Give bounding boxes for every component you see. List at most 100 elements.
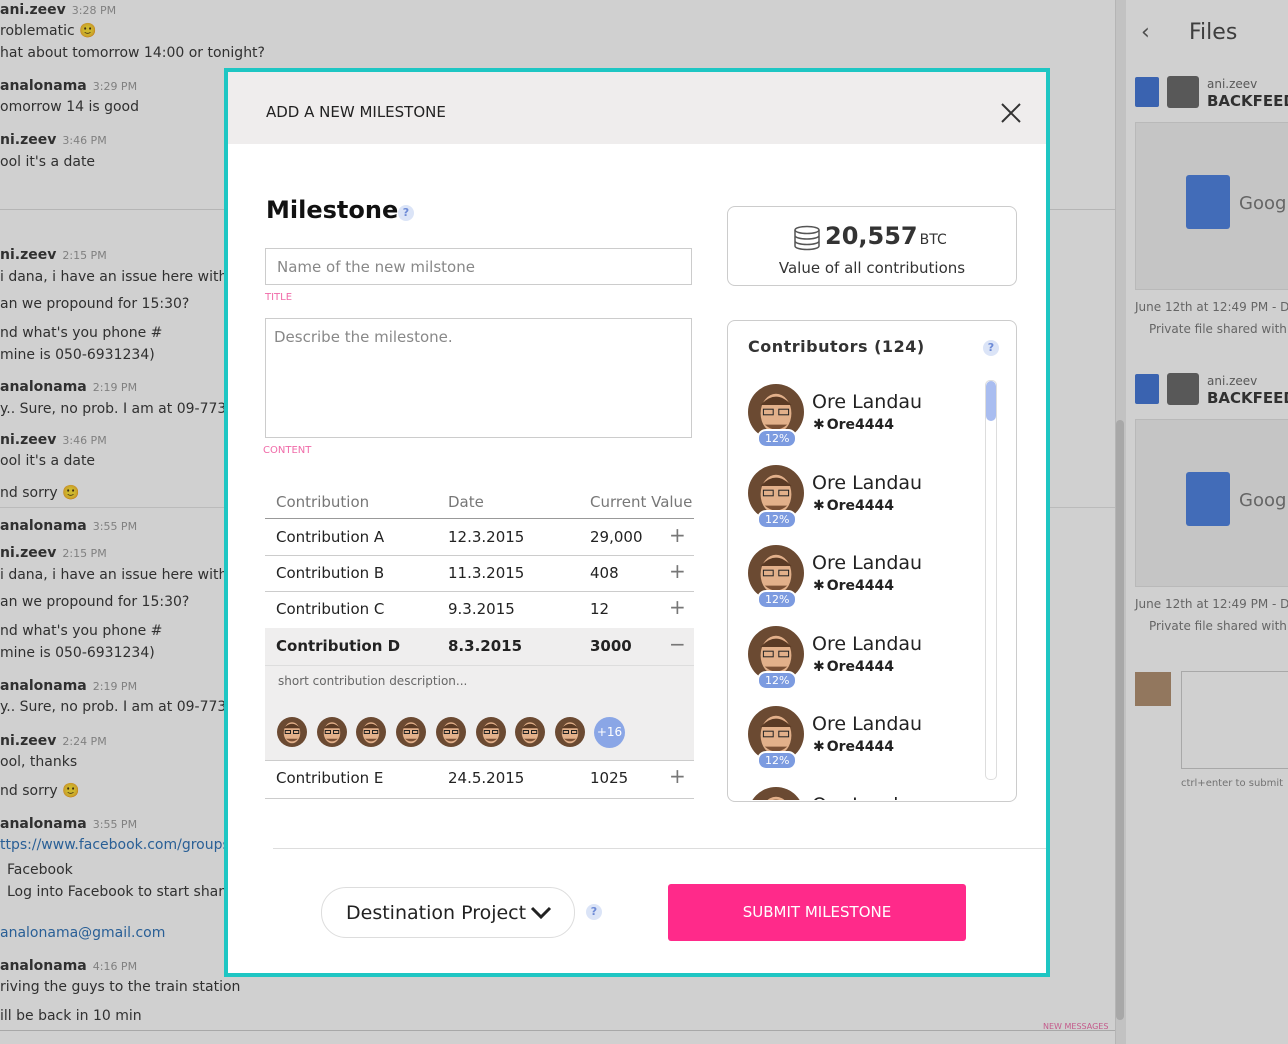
share-badge: 12% — [757, 509, 798, 529]
contribution-value: 408 — [590, 564, 619, 582]
chat-text: ool it's a date — [0, 453, 96, 469]
contributor-handle: ✱ Ore4444 — [813, 578, 894, 594]
chat-author: analonama 2:19 PM — [0, 678, 137, 694]
timestamp: 3:29 PM — [92, 80, 138, 93]
back-arrow[interactable]: ‹ — [1141, 20, 1150, 45]
chat-text: mine is 050-6931234) — [0, 645, 155, 661]
description: short contribution description... — [278, 674, 468, 688]
share-badge: 12% — [757, 751, 798, 771]
table-row[interactable]: Contribution E 24.5.2015 1025 + — [265, 760, 694, 799]
handle-icon: ✱ — [813, 658, 825, 675]
destination-dropdown[interactable] — [321, 887, 575, 938]
contribution-value: 29,000 — [590, 528, 643, 546]
chat-text: nd sorry 🙂 — [0, 783, 80, 799]
table-row[interactable]: Contribution B 11.3.2015 408 + — [265, 555, 694, 592]
total-label: Value of all contributions — [778, 259, 966, 277]
table-row[interactable]: Contribution D 8.3.2015 3000 − short contrib… — [265, 628, 694, 761]
contribution-date: 12.3.2015 — [448, 528, 525, 546]
avatar — [748, 384, 804, 440]
avatar — [515, 717, 546, 747]
contributor[interactable]: 12%Ore Landau✱Ore4444 — [728, 700, 988, 780]
author: ni.zeev — [0, 247, 57, 263]
chat-author: analonama 3:55 PM — [0, 518, 137, 534]
help-icon[interactable]: ? — [398, 205, 414, 221]
chat-text: nd what's you phone # — [0, 623, 163, 639]
timestamp: 3:28 PM — [71, 4, 117, 17]
help-icon[interactable]: ? — [586, 904, 602, 920]
help-icon[interactable]: ? — [983, 340, 999, 356]
avatar — [748, 625, 804, 682]
chat-link[interactable]: ttps://www.facebook.com/groups/ — [0, 837, 235, 853]
total-unit: BTC — [919, 232, 947, 248]
handle-icon: ✱ — [813, 578, 825, 595]
timestamp: 2:15 PM — [62, 547, 107, 560]
avatar — [435, 717, 466, 747]
file-preview[interactable]: Googl — [1135, 419, 1288, 587]
share-badge: 12% — [757, 670, 798, 690]
contributor-name: Ore Landau — [812, 471, 923, 494]
timestamp: 3:46 PM — [62, 434, 107, 447]
toggle[interactable]: + — [669, 559, 686, 583]
more-avatars: +16 — [594, 717, 625, 748]
name-input[interactable] — [265, 248, 692, 285]
contributor[interactable]: 12%Ore Landau✱Ore4444 — [728, 620, 988, 700]
table-row[interactable]: Contribution A 12.3.2015 29,000 + — [265, 519, 694, 556]
contributor[interactable]: 12%Ore Landau✱Ore4444 — [728, 539, 988, 619]
chat-author: ni.zeev 2:15 PM — [0, 247, 107, 263]
file-preview[interactable]: Googl — [1135, 122, 1288, 290]
timestamp: 2:19 PM — [92, 680, 138, 693]
toggle[interactable]: + — [669, 595, 686, 619]
toggle[interactable]: − — [669, 632, 686, 656]
author: analonama — [0, 678, 87, 694]
handle: Ore4444 — [826, 739, 894, 756]
contributor[interactable]: 12%Ore Landau✱Ore4444 — [728, 781, 988, 800]
chat-text: hat about tomorrow 14:00 or tonight? — [0, 45, 265, 61]
chat-pane: ani.zeev 3:28 PM roblematic 🙂 hat about tom… — [0, 2, 265, 1024]
close-button[interactable] — [1000, 102, 1022, 124]
contributor[interactable]: 12%Ore Landau✱Ore4444 — [728, 378, 988, 458]
field-label: CONTENT — [263, 445, 312, 456]
total-amount: 20,557 — [825, 222, 918, 250]
avatar — [396, 717, 427, 747]
contribution-name: Contribution C — [276, 600, 385, 618]
chat-text: omorrow 14 is good — [0, 99, 139, 115]
list-scroll-thumb — [986, 381, 996, 421]
toggle[interactable]: + — [669, 523, 686, 547]
submit-button[interactable]: SUBMIT MILESTONE — [668, 884, 966, 941]
avatar — [277, 717, 307, 747]
contributor-name: Ore Landau — [812, 794, 922, 800]
chat-text: i dana, i have an issue here with my — [0, 269, 254, 285]
author: analonama — [0, 78, 87, 94]
contributors-title: Contributors (124) — [748, 337, 925, 356]
handle-icon: ✱ — [813, 739, 825, 756]
doc-icon — [1186, 472, 1230, 526]
avatar — [1135, 672, 1171, 706]
avatar — [748, 545, 804, 602]
contributor-name: Ore Landau — [812, 632, 923, 655]
contributor-name: Ore Landau — [812, 552, 923, 575]
drive-icon — [1135, 374, 1159, 404]
hint: ctrl+enter to submit — [1181, 778, 1284, 789]
field-label: TITLE — [265, 292, 293, 303]
timestamp: 2:19 PM — [92, 381, 138, 394]
toggle[interactable]: + — [669, 764, 686, 788]
total-box — [727, 206, 1017, 286]
table-row[interactable]: Contribution C 9.3.2015 12 + — [265, 591, 694, 629]
comment-box[interactable] — [1181, 671, 1288, 769]
content-input[interactable] — [265, 318, 692, 438]
chat-text: mine is 050-6931234) — [0, 347, 155, 363]
contributors-box — [727, 320, 1017, 802]
file-privacy: Private file shared with y — [1149, 619, 1288, 633]
chat-author: ni.zeev 2:24 PM — [0, 733, 107, 749]
chat-link[interactable]: analonama@gmail.com — [0, 925, 166, 941]
placeholder: Name of the new milstone — [277, 258, 475, 276]
timestamp: 2:24 PM — [62, 735, 107, 748]
avatar — [356, 717, 387, 747]
file-author: ani.zeev — [1207, 77, 1258, 91]
handle-icon: ✱ — [813, 417, 825, 433]
contributor[interactable]: 12%Ore Landau✱Ore4444 — [728, 459, 988, 539]
chat-author: ni.zeev 3:46 PM — [0, 132, 107, 148]
handle-icon: ✱ — [813, 497, 825, 514]
chat-text: an we propound for 15:30? — [0, 594, 190, 610]
